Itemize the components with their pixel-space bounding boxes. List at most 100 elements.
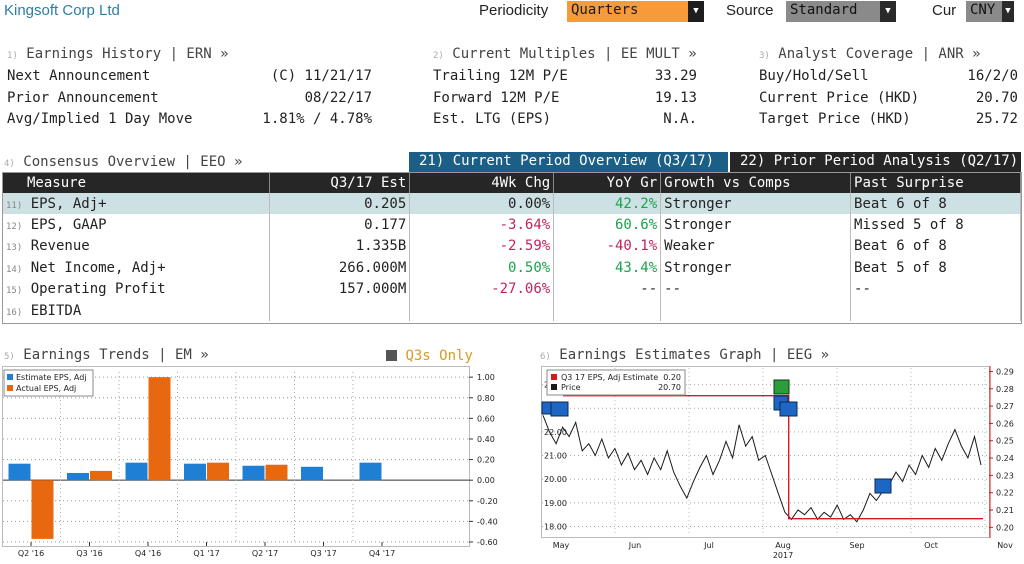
event-markers[interactable]: [541, 379, 892, 494]
measure-name: EPS, GAAP: [30, 217, 107, 234]
legend-label-estimate: Q3 17 EPS, Adj Estimate: [561, 373, 658, 382]
x-tick-label: Oct: [924, 541, 938, 550]
legend-label-estimate: Estimate EPS, Adj: [16, 373, 87, 382]
table-row[interactable]: 14) Net Income, Adj+ 266.000M 0.50% 43.4…: [3, 257, 1021, 279]
q3s-only-toggle[interactable]: Q3s Only: [386, 348, 473, 364]
periodicity-value: Quarters: [571, 2, 639, 18]
checkbox-icon: [386, 350, 397, 361]
current-multiples-link[interactable]: 2) Current Multiples | EE MULT »: [433, 46, 697, 62]
buy-hold-sell-value: 16/2/0: [967, 68, 1018, 84]
x-tick-label: Sep: [849, 541, 864, 550]
row-number: 13): [6, 243, 23, 254]
event-marker[interactable]: [779, 401, 798, 417]
section-title: Analyst Coverage | ANR »: [778, 46, 981, 62]
yoy-cell: [553, 299, 662, 322]
growth-cell: Stronger: [660, 193, 852, 215]
next-announcement-label: Next Announcement: [7, 68, 151, 84]
section-number: 6): [540, 352, 551, 362]
y-tick-label: 0.21: [996, 506, 1014, 515]
x-year-label: 2017: [773, 551, 793, 560]
column-header[interactable]: Measure: [3, 173, 271, 193]
tab-current-period[interactable]: 21) Current Period Overview (Q3/17): [409, 152, 728, 172]
bar-estimate: [359, 462, 382, 481]
analyst-coverage-link[interactable]: 3) Analyst Coverage | ANR »: [759, 46, 981, 62]
buy-hold-sell-label: Buy/Hold/Sell: [759, 68, 869, 84]
x-tick-label: Aug: [775, 541, 791, 550]
table-row[interactable]: 16) EBITDA: [3, 299, 1021, 322]
yoy-cell: -40.1%: [553, 235, 662, 258]
estimate-cell: 0.205: [269, 193, 411, 215]
change-cell: 0.00%: [409, 193, 555, 215]
event-marker[interactable]: [874, 478, 892, 494]
legend-value-price: 20.70: [658, 383, 681, 392]
event-marker[interactable]: [550, 401, 569, 417]
change-cell: -3.64%: [409, 214, 555, 236]
chevron-down-icon: ▼: [688, 1, 704, 22]
change-cell: 0.50%: [409, 257, 555, 279]
growth-cell: [660, 299, 852, 322]
x-tick-label: Q3 '17: [310, 549, 336, 558]
gridlines: [3, 372, 469, 543]
next-announcement-value: (C) 11/21/17: [270, 68, 372, 84]
currency-value: CNY: [970, 2, 996, 18]
bar-estimate: [67, 472, 89, 481]
legend-box: [546, 369, 686, 396]
y-tick-label: -0.20: [477, 497, 498, 506]
y-axis: 1.00 0.80 0.60 0.40 0.20 0.00 -0.20 -0.40 -0.60: [469, 373, 498, 547]
section-title: Earnings Trends | EM »: [23, 347, 209, 363]
source-dropdown[interactable]: Standard ▼: [786, 1, 896, 22]
security-title: Kingsoft Corp Ltd: [4, 2, 120, 19]
source-value: Standard: [790, 2, 858, 18]
periodicity-dropdown[interactable]: Quarters ▼: [567, 1, 704, 22]
column-header[interactable]: 4Wk Chg: [409, 173, 555, 193]
y-tick-label: 0.40: [477, 435, 495, 444]
measure-name: EBITDA: [30, 302, 82, 319]
currency-dropdown[interactable]: CNY ▼: [966, 1, 1014, 22]
yoy-cell: 42.2%: [553, 193, 662, 215]
legend-swatch-actual: [7, 385, 13, 391]
legend-swatch-estimate: [551, 374, 557, 380]
section-title: Current Multiples | EE MULT »: [452, 46, 697, 62]
bar-actual: [207, 462, 229, 481]
event-marker[interactable]: [773, 379, 790, 395]
estimate-cell: 266.000M: [269, 257, 411, 279]
surprise-cell: Beat 5 of 8: [850, 257, 1021, 279]
source-label: Source: [726, 2, 774, 19]
earnings-history-link[interactable]: 1) Earnings History | ERN »: [7, 46, 229, 62]
estimates-graph-link[interactable]: 6) Earnings Estimates Graph | EEG »: [540, 347, 829, 363]
row-number: 14): [6, 264, 23, 275]
table-row[interactable]: 15) Operating Profit 157.000M -27.06% --…: [3, 278, 1021, 300]
price-line: [542, 415, 982, 523]
section-number: 3): [759, 51, 770, 61]
surprise-cell: --: [850, 278, 1021, 300]
growth-cell: --: [660, 278, 852, 300]
measure-cell: 12) EPS, GAAP: [3, 214, 271, 236]
forward-pe-value: 19.13: [654, 90, 697, 106]
current-price-value: 20.70: [975, 90, 1018, 106]
consensus-overview-link[interactable]: 4) Consensus Overview | EEO »: [4, 154, 242, 170]
yoy-cell: --: [553, 278, 662, 300]
table-row[interactable]: 11) EPS, Adj+ 0.205 0.00% 42.2% Stronger…: [3, 193, 1021, 215]
table-row[interactable]: 12) EPS, GAAP 0.177 -3.64% 60.6% Stronge…: [3, 214, 1021, 236]
column-header[interactable]: YoY Gr: [553, 173, 662, 193]
tab-prior-period[interactable]: 22) Prior Period Analysis (Q2/17): [730, 152, 1021, 172]
estimate-cell: [269, 299, 411, 322]
column-header[interactable]: Past Surprise: [850, 173, 1021, 193]
y-tick-label: 18.00: [544, 523, 567, 532]
y-tick-label: 22.00: [544, 428, 567, 437]
yoy-cell: 60.6%: [553, 214, 662, 236]
q3s-only-label: Q3s Only: [405, 348, 473, 364]
surprise-cell: [850, 299, 1021, 322]
column-header[interactable]: Growth vs Comps: [660, 173, 852, 193]
right-y-axis: 0.29 0.28 0.27 0.26 0.25 0.24 0.23 0.22 0.21 0.20: [989, 367, 1014, 532]
current-price-label: Current Price (HKD): [759, 90, 920, 106]
x-tick-label: Jun: [628, 541, 642, 550]
change-cell: -27.06%: [409, 278, 555, 300]
y-tick-label: 21.00: [544, 452, 567, 461]
y-tick-label: 0.24: [996, 454, 1014, 463]
table-row[interactable]: 13) Revenue 1.335B -2.59% -40.1% Weaker …: [3, 235, 1021, 258]
section-number: 4): [4, 159, 15, 169]
earnings-trends-link[interactable]: 5) Earnings Trends | EM »: [4, 347, 209, 363]
column-header[interactable]: Q3/17 Est: [269, 173, 411, 193]
row-number: 15): [6, 286, 23, 297]
